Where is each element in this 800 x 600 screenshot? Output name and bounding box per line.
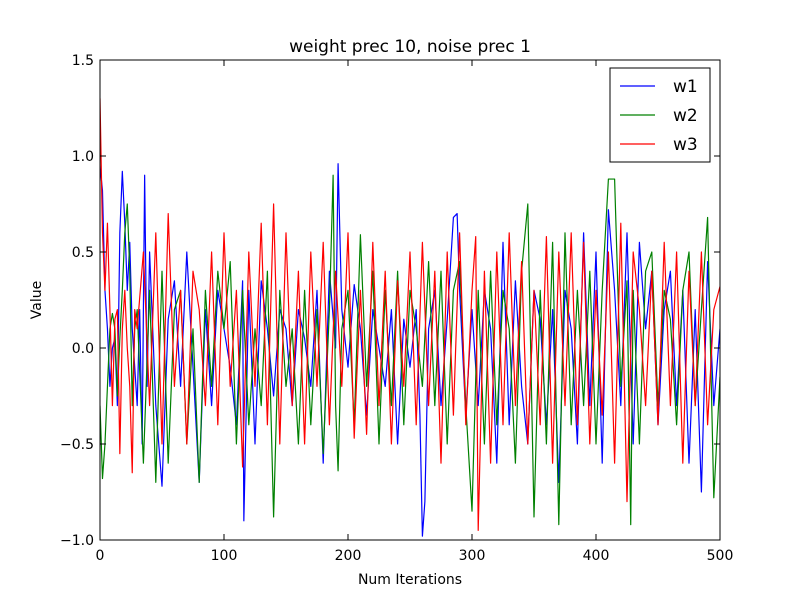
legend-label-w1: w1 bbox=[673, 77, 698, 97]
y-tick-label: 1.0 bbox=[72, 149, 94, 165]
legend: w1 w2 w3 bbox=[609, 67, 711, 163]
series-line-w2 bbox=[100, 174, 720, 526]
x-tick-label: 100 bbox=[211, 548, 238, 564]
plot-frame bbox=[99, 59, 721, 541]
legend-label-w3: w3 bbox=[673, 135, 698, 155]
y-tick-label: −1.0 bbox=[60, 533, 94, 549]
y-tick-label: 0.5 bbox=[72, 245, 94, 261]
y-tick-label: −0.5 bbox=[60, 437, 94, 453]
x-tick-label: 500 bbox=[707, 548, 734, 564]
x-tick-label: 200 bbox=[335, 548, 362, 564]
y-tick-label: 0.0 bbox=[72, 341, 94, 357]
x-tick-label: 400 bbox=[583, 548, 610, 564]
x-tick-label: 300 bbox=[459, 548, 486, 564]
x-tick-label: 0 bbox=[96, 548, 105, 564]
series-line-w3 bbox=[100, 98, 720, 532]
y-axis-label: Value bbox=[29, 281, 45, 319]
x-axis-label: Num Iterations bbox=[358, 572, 462, 588]
legend-label-w2: w2 bbox=[673, 106, 698, 126]
chart-title: weight prec 10, noise prec 1 bbox=[289, 37, 531, 57]
y-tick-label: 1.5 bbox=[72, 53, 94, 69]
